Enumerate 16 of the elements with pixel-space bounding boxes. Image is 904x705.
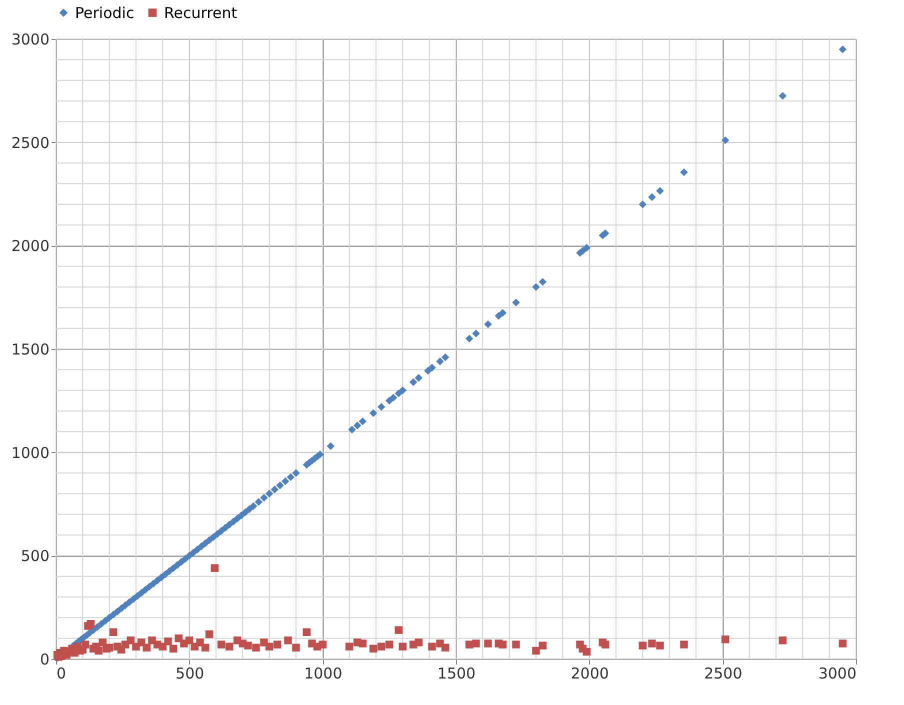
legend-label: Recurrent (164, 4, 238, 22)
y-tick-label: 1000 (11, 444, 50, 462)
y-tick-label: 2500 (11, 134, 50, 152)
x-tick-label: 0 (56, 664, 66, 682)
y-tick-label: 0 (40, 650, 50, 668)
y-tick-label: 2000 (11, 237, 50, 256)
x-tick-label: 2000 (570, 664, 609, 682)
x-tick-label: 3000 (818, 664, 856, 682)
x-tick-label: 2500 (704, 664, 742, 682)
y-tick-label: 500 (20, 547, 50, 566)
legend-label: Periodic (75, 4, 134, 22)
y-tick-label: 3000 (11, 30, 50, 48)
y-tick-label: 1500 (11, 340, 50, 358)
x-tick-label: 500 (176, 664, 204, 682)
x-tick-label: 1500 (437, 664, 476, 682)
x-tick-label: 1000 (304, 664, 342, 682)
